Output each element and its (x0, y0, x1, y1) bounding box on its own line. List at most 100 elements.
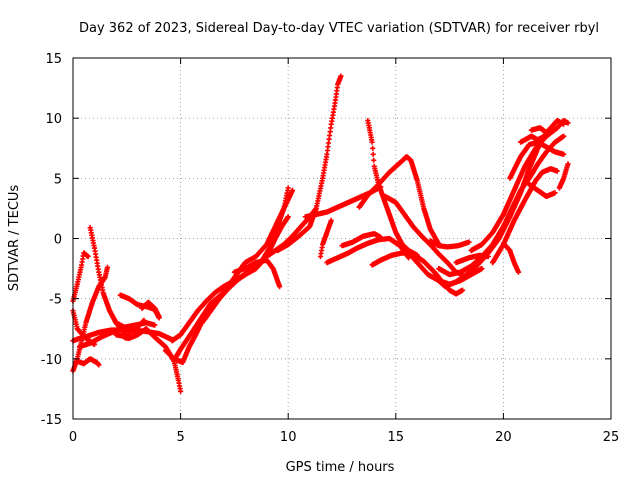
data-point (454, 280, 458, 284)
y-tick-label: 5 (54, 172, 62, 187)
data-point (523, 198, 527, 202)
data-point (347, 201, 350, 204)
data-point (388, 171, 391, 174)
data-point (308, 225, 311, 228)
data-point (194, 333, 197, 336)
data-point (339, 74, 343, 78)
data-point (280, 225, 283, 228)
data-point (409, 159, 413, 162)
data-point (226, 285, 230, 288)
data-point (540, 171, 544, 174)
data-point (528, 167, 531, 170)
data-point (491, 243, 494, 246)
series-track-35 (526, 181, 558, 199)
data-point (114, 333, 118, 336)
x-tick-labels: 0 5 10 15 20 25 (69, 430, 619, 445)
data-marker-track (87, 225, 184, 394)
series-track-23 (356, 154, 442, 248)
data-point (476, 263, 479, 267)
data-point (157, 315, 161, 318)
data-point (448, 273, 451, 276)
data-point (549, 167, 552, 170)
data-point (179, 390, 182, 393)
data-point (373, 165, 376, 168)
data-point (545, 145, 548, 149)
data-point (536, 162, 540, 166)
x-tick-label: 5 (176, 430, 184, 445)
data-point (243, 267, 247, 270)
data-point (366, 242, 370, 245)
data-point (562, 119, 565, 122)
data-point (480, 243, 484, 246)
data-point (461, 289, 464, 292)
series-track-16 (231, 257, 283, 290)
data-point (287, 215, 290, 219)
data-point (362, 234, 365, 238)
data-point (429, 227, 432, 231)
series-track-37 (528, 125, 549, 136)
data-point (512, 219, 516, 222)
chart-title: Day 362 of 2023, Sidereal Day-to-day VTE… (79, 21, 599, 36)
series-track-36 (556, 161, 571, 191)
data-point (437, 252, 441, 256)
y-tick-label: -5 (49, 293, 62, 308)
data-point (299, 225, 303, 228)
data-point (336, 83, 339, 86)
data-point (340, 244, 344, 247)
data-marker-track (431, 118, 567, 290)
data-point (239, 275, 243, 279)
data-point (480, 267, 484, 270)
data-point (429, 239, 432, 243)
data-point (530, 129, 533, 132)
data-point (536, 189, 540, 192)
data-point (454, 292, 458, 296)
data-point (502, 225, 505, 228)
data-point (545, 131, 548, 134)
x-tick-label: 20 (495, 430, 512, 445)
data-point (556, 169, 559, 173)
data-point (422, 207, 425, 210)
data-point (556, 119, 559, 122)
data-point (469, 249, 473, 252)
data-point (325, 231, 329, 234)
data-point (153, 335, 156, 339)
data-point (366, 119, 370, 122)
data-point (478, 254, 481, 257)
data-point (144, 327, 148, 330)
data-point (291, 234, 294, 238)
data-point (437, 244, 441, 247)
data-point (519, 189, 522, 192)
data-point (433, 270, 436, 274)
data-point (426, 273, 430, 276)
series-track-29 (436, 133, 567, 278)
data-point (127, 297, 131, 300)
data-point (110, 331, 113, 334)
data-point (558, 186, 561, 190)
data-point (153, 307, 156, 310)
y-tick-label: 15 (45, 52, 62, 67)
data-point (491, 261, 494, 264)
data-point (562, 135, 565, 138)
data-point (562, 153, 565, 156)
data-point (523, 165, 527, 168)
series-track-9 (139, 299, 162, 320)
data-point (243, 261, 247, 264)
data-point (388, 237, 391, 240)
series-track-31 (468, 118, 571, 254)
data-point (278, 285, 281, 288)
data-point (179, 348, 182, 351)
data-point (181, 361, 184, 364)
series-track-17 (274, 73, 344, 254)
data-point (254, 255, 258, 258)
data-point (545, 150, 548, 154)
data-point (254, 261, 258, 264)
data-point (394, 201, 397, 204)
x-tick-label: 25 (603, 430, 620, 445)
x-tick-label: 10 (280, 430, 297, 445)
data-marker-track (317, 217, 334, 260)
data-point (383, 195, 387, 198)
data-point (276, 279, 279, 282)
data-point (448, 289, 451, 292)
data-point (437, 267, 441, 270)
data-point (336, 256, 339, 259)
